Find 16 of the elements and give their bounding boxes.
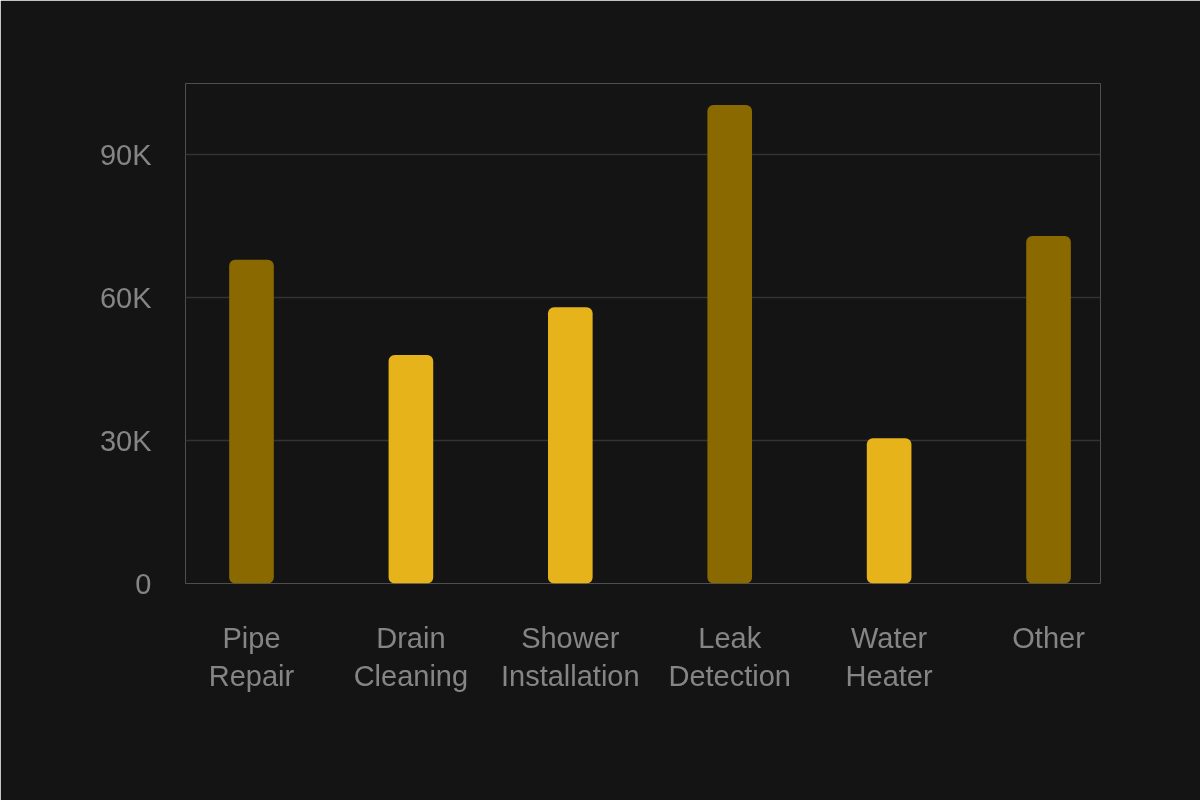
bar xyxy=(229,259,274,584)
y-tick-label: 60K xyxy=(99,281,153,314)
x-tick-label: Pipe Repair xyxy=(208,621,295,692)
bar xyxy=(866,438,912,584)
bar xyxy=(707,104,753,584)
x-tick-label: Water Heater xyxy=(845,621,933,692)
x-tick-label: Drain Cleaning xyxy=(353,621,469,692)
x-tick-label: Other xyxy=(1012,621,1086,654)
bar xyxy=(388,354,434,584)
y-tick-label: 90K xyxy=(99,138,153,171)
y-tick-label: 30K xyxy=(99,424,153,457)
x-tick-label: Leak Detection xyxy=(668,621,791,692)
bar xyxy=(1026,235,1071,584)
y-tick-label: 0 xyxy=(135,567,152,600)
x-tick-label: Shower Installation xyxy=(500,621,640,692)
bar xyxy=(547,307,593,584)
